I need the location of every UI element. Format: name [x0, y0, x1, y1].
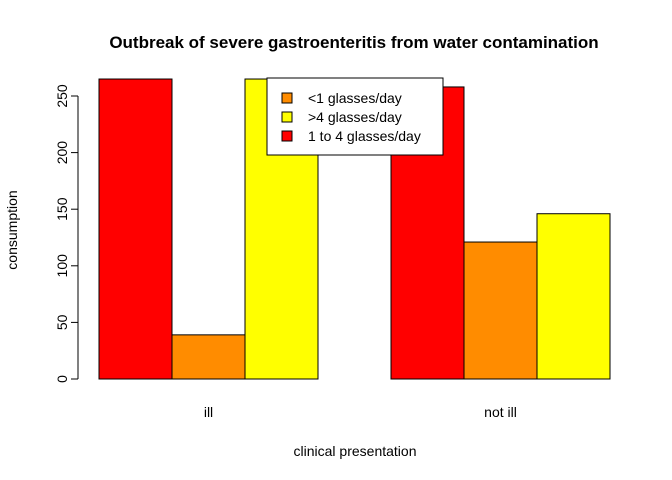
legend-label: >4 glasses/day — [308, 109, 402, 125]
bar-ill-1 — [171, 334, 246, 380]
legend-swatch — [281, 92, 293, 104]
x-axis-label: clinical presentation — [294, 443, 417, 459]
y-tick-label: 200 — [54, 141, 70, 165]
x-tick-label: ill — [204, 404, 213, 420]
y-tick-label: 150 — [54, 197, 70, 221]
y-tick-label: 250 — [54, 84, 70, 108]
legend: <1 glasses/day >4 glasses/day 1 to 4 glass… — [266, 77, 444, 156]
y-tick-label: 100 — [54, 254, 70, 278]
y-axis: 0 50 100 150 200 250 — [54, 84, 79, 383]
legend-swatch — [281, 130, 293, 142]
legend-box — [266, 77, 444, 156]
y-tick-label: 0 — [54, 375, 70, 383]
legend-label: 1 to 4 glasses/day — [308, 128, 421, 144]
chart-title: Outbreak of severe gastroenteritis from … — [109, 33, 598, 52]
bar-not-ill-1 — [463, 241, 538, 380]
y-axis-label: consumption — [4, 190, 20, 269]
x-tick-labels: ill not ill — [204, 404, 517, 420]
x-tick-label: not ill — [484, 404, 517, 420]
bar-ill-0 — [98, 78, 173, 380]
bars — [98, 78, 611, 380]
y-tick-label: 50 — [54, 314, 70, 330]
legend-swatch — [281, 111, 293, 123]
bar-not-ill-2 — [536, 213, 611, 380]
legend-label: <1 glasses/day — [308, 90, 402, 106]
